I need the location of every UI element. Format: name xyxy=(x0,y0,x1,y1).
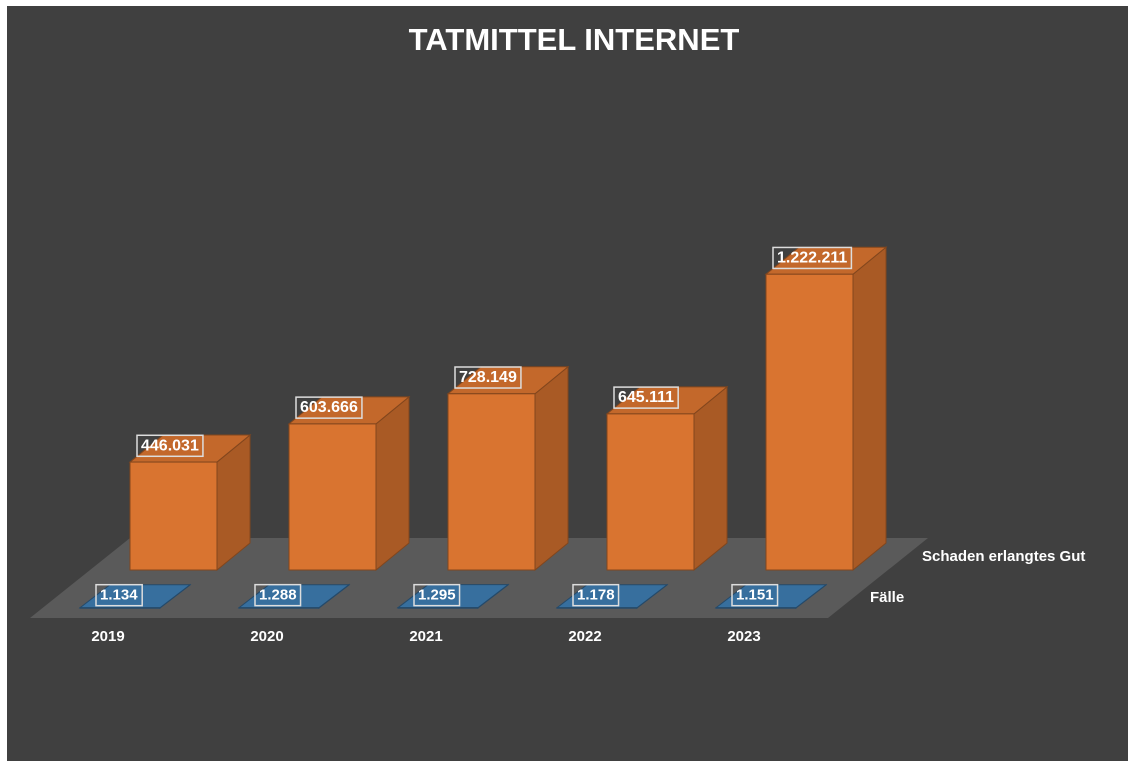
bar-side xyxy=(693,385,728,572)
value-label: 603.666 xyxy=(300,399,358,416)
chart-title: TATMITTEL INTERNET xyxy=(409,22,740,57)
value-label-box xyxy=(95,583,143,607)
bar xyxy=(715,607,797,609)
value-label-box xyxy=(454,366,522,389)
value-label: 1.151 xyxy=(736,587,774,604)
bar-side xyxy=(534,365,569,572)
x-tick-label: 2021 xyxy=(409,628,442,645)
x-tick-label: 2020 xyxy=(250,628,283,645)
value-label-box xyxy=(572,583,620,607)
value-label-box xyxy=(413,583,461,607)
bar xyxy=(238,607,320,609)
bar xyxy=(556,607,638,609)
bar xyxy=(606,413,695,571)
series-label: Schaden erlangtes Gut xyxy=(922,548,1085,565)
value-label: 1.288 xyxy=(259,587,297,604)
value-label-box xyxy=(136,434,204,458)
value-label-box xyxy=(295,396,363,419)
value-label-box xyxy=(613,386,679,409)
value-label: 1.222.211 xyxy=(777,249,847,266)
x-tick-label: 2023 xyxy=(727,628,760,645)
bar xyxy=(288,423,377,571)
x-tick-label: 2022 xyxy=(568,628,601,645)
value-label-box xyxy=(254,583,302,607)
value-label: 728.149 xyxy=(459,369,517,386)
bar xyxy=(79,607,161,609)
value-label: 1.134 xyxy=(100,587,138,604)
value-label: 645.111 xyxy=(618,389,674,406)
bar-side xyxy=(852,246,887,572)
bar-side xyxy=(375,395,410,572)
x-tick-label: 2019 xyxy=(91,628,124,645)
value-label: 1.295 xyxy=(418,587,456,604)
series-label: Fälle xyxy=(870,589,904,606)
value-label-box xyxy=(772,246,853,270)
value-label: 446.031 xyxy=(141,437,199,454)
value-label-box xyxy=(731,583,779,607)
value-label: 1.178 xyxy=(577,587,615,604)
bar xyxy=(397,607,479,609)
bar xyxy=(129,461,218,571)
bar xyxy=(447,393,536,571)
bar xyxy=(765,273,854,571)
